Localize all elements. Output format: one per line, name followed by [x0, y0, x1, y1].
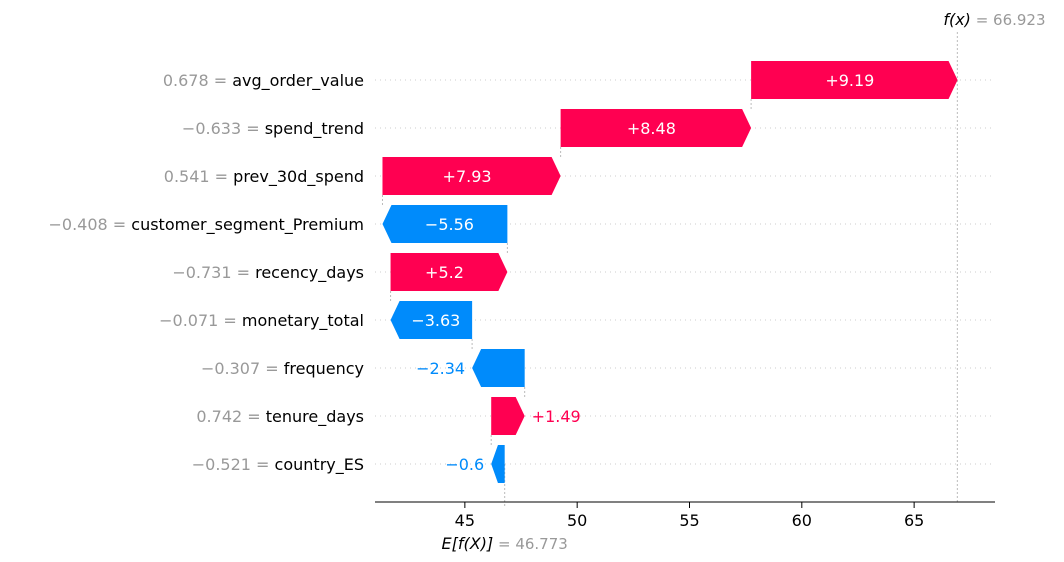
feature-name: prev_30d_spend — [233, 167, 364, 187]
feature-equals: = — [209, 71, 233, 90]
x-tick-label: 45 — [455, 511, 475, 530]
feature-value: 0.742 — [196, 407, 242, 426]
x-tick-label: 55 — [679, 511, 699, 530]
contribution-label: −3.63 — [411, 311, 460, 330]
feature-name: country_ES — [275, 455, 364, 475]
feature-value: −0.633 — [182, 119, 241, 138]
feature-label: −0.633 = spend_trend — [182, 119, 364, 139]
feature-equals: = — [260, 359, 284, 378]
output-value-label: f(x) = 66.923 — [943, 10, 1045, 29]
feature-label: 0.742 = tenure_days — [196, 407, 364, 427]
contribution-label: +1.49 — [532, 407, 581, 426]
feature-name: spend_trend — [265, 119, 364, 139]
feature-value: −0.071 — [159, 311, 218, 330]
feature-label: 0.541 = prev_30d_spend — [164, 167, 364, 187]
feature-value: 0.678 — [163, 71, 209, 90]
base-value-name: E[f(X)] — [442, 534, 494, 553]
feature-value: −0.408 — [48, 215, 107, 234]
contribution-label: −2.34 — [416, 359, 465, 378]
feature-equals: = — [242, 407, 266, 426]
positive-contribution-bar — [751, 61, 958, 99]
feature-equals: = — [218, 311, 242, 330]
x-tick-label: 65 — [904, 511, 924, 530]
feature-label: −0.307 = frequency — [201, 359, 364, 378]
positive-contribution-bar — [560, 109, 752, 147]
feature-name: monetary_total — [242, 311, 364, 331]
negative-contribution-bar — [472, 349, 525, 387]
contribution-label: +9.19 — [825, 71, 874, 90]
negative-contribution-bar — [390, 301, 473, 339]
feature-label: −0.071 = monetary_total — [159, 311, 364, 331]
output-value-name: f(x) — [943, 10, 971, 29]
feature-label: 0.678 = avg_order_value — [163, 71, 364, 91]
x-tick-label: 50 — [567, 511, 587, 530]
contribution-label: +5.2 — [425, 263, 464, 282]
feature-equals: = — [251, 455, 275, 474]
feature-equals: = — [210, 167, 234, 186]
contribution-label: −0.6 — [445, 455, 484, 474]
feature-equals: = — [241, 119, 265, 138]
positive-contribution-bar — [390, 253, 508, 291]
base-value-number: = 46.773 — [493, 535, 568, 553]
feature-equals: = — [108, 215, 132, 234]
positive-contribution-bar — [491, 397, 525, 435]
feature-equals: = — [232, 263, 256, 282]
feature-name: tenure_days — [266, 407, 364, 427]
feature-value: 0.541 — [164, 167, 210, 186]
feature-label: −0.731 = recency_days — [172, 263, 364, 283]
feature-name: customer_segment_Premium — [131, 215, 364, 235]
feature-value: −0.307 — [201, 359, 260, 378]
feature-name: recency_days — [255, 263, 364, 283]
x-tick-label: 60 — [792, 511, 812, 530]
feature-value: −0.521 — [192, 455, 251, 474]
contribution-label: +7.93 — [443, 167, 492, 186]
feature-value: −0.731 — [172, 263, 231, 282]
feature-name: frequency — [284, 359, 364, 378]
positive-contribution-bar — [382, 157, 561, 195]
negative-contribution-bar — [491, 445, 505, 483]
feature-label: −0.521 = country_ES — [192, 455, 364, 475]
output-value-number: = 66.923 — [971, 11, 1046, 29]
negative-contribution-bar — [382, 205, 508, 243]
contribution-label: +8.48 — [627, 119, 676, 138]
base-value-label: E[f(X)] = 46.773 — [442, 534, 568, 553]
feature-name: avg_order_value — [232, 71, 364, 91]
contribution-label: −5.56 — [425, 215, 474, 234]
feature-label: −0.408 = customer_segment_Premium — [48, 215, 364, 235]
